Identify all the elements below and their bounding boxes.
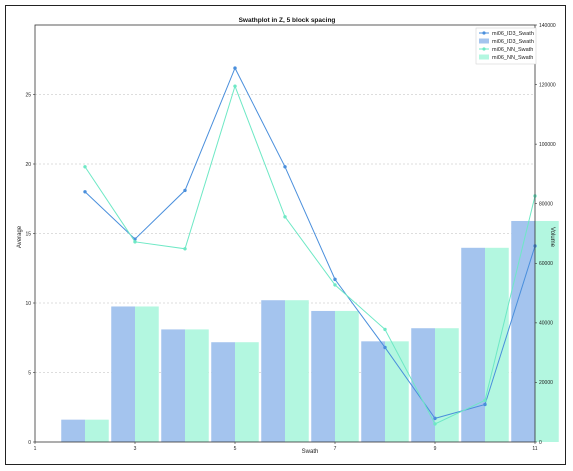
right-y-tick-label: 140000: [539, 23, 556, 29]
legend-bar-swatch: [479, 54, 489, 60]
bar: [361, 341, 385, 442]
legend-marker: [482, 31, 486, 35]
right-y-tick-label: 60000: [539, 261, 553, 267]
data-point: [183, 188, 187, 193]
data-point: [333, 283, 337, 287]
data-point: [233, 66, 237, 70]
line-series: [83, 66, 537, 426]
bar: [235, 342, 259, 442]
right-y-tick-label: 20000: [539, 380, 553, 386]
data-point: [183, 247, 187, 251]
bar-series: [61, 220, 559, 442]
bar: [161, 329, 185, 442]
bar: [111, 306, 135, 442]
data-point: [133, 240, 137, 244]
legend-entry-label: mi06_NN_Swath: [492, 55, 533, 61]
right-y-tick-label: 120000: [539, 82, 556, 88]
data-point: [433, 416, 437, 421]
bar: [335, 310, 359, 442]
data-point: [283, 165, 287, 169]
chart-title: Swathplot in Z, 5 block spacing: [239, 17, 336, 24]
data-point: [383, 345, 387, 350]
bar: [485, 247, 509, 442]
x-ticks: 1 3 5 7 9 11: [34, 442, 538, 452]
data-point: [333, 277, 337, 282]
left-y-tick-label: 15: [25, 231, 31, 237]
left-y-tick-label: 20: [25, 162, 31, 168]
x-tick-label: 9: [434, 446, 437, 452]
bar: [61, 419, 85, 442]
right-y-tick-label: 80000: [539, 202, 553, 208]
bar: [211, 342, 235, 442]
bar: [385, 341, 409, 442]
data-point: [83, 165, 87, 169]
series-line: [84, 66, 536, 419]
x-tick-label: 3: [134, 446, 137, 452]
bar: [285, 300, 309, 442]
bar: [435, 328, 459, 442]
legend-marker: [482, 47, 486, 51]
left-y-tick-label: 0: [28, 440, 31, 446]
x-tick-label: 5: [234, 446, 237, 452]
bar: [85, 419, 109, 442]
left-y-tick-label: 10: [25, 301, 31, 307]
series-line: [84, 84, 536, 425]
data-point: [383, 327, 387, 332]
bar: [461, 247, 485, 442]
right-y-axis-label: Volume: [549, 227, 555, 248]
legend-entry-label: mi06_ID3_Swath: [492, 39, 534, 45]
right-y-tick-label: 100000: [539, 142, 556, 148]
data-point: [433, 422, 437, 426]
data-point: [283, 215, 287, 219]
bar: [185, 329, 209, 442]
legend-entry-label: mi06_NN_Swath: [492, 47, 533, 53]
bar: [535, 220, 559, 442]
bar: [311, 310, 335, 442]
data-point: [233, 84, 237, 88]
legend-bar-swatch: [479, 38, 489, 44]
x-tick-label: 7: [334, 446, 337, 452]
bar: [511, 220, 535, 442]
x-tick-label: 11: [532, 446, 537, 452]
legend-entry-label: mi06_ID3_Swath: [492, 31, 534, 37]
x-axis-label: Swath: [302, 449, 319, 455]
right-y-tick-label: 40000: [539, 321, 553, 327]
data-point: [483, 398, 487, 402]
bar: [261, 300, 285, 442]
data-point: [483, 402, 487, 407]
legend: mi06_ID3_Swath mi06_ID3_Swath mi06_NN_Swat…: [475, 27, 537, 65]
right-y-ticks: 0 20000 40000 60000 80000 100000 120000 140000: [535, 23, 556, 446]
bar: [135, 306, 159, 442]
x-tick-label: 1: [34, 446, 37, 452]
left-y-ticks: 0 5 10 15 20 25: [25, 92, 35, 446]
left-y-tick-label: 5: [28, 370, 31, 376]
data-point: [83, 190, 87, 194]
left-y-axis-label: Average: [17, 225, 23, 248]
left-y-tick-label: 25: [25, 92, 31, 98]
right-y-tick-label: 0: [539, 440, 542, 446]
